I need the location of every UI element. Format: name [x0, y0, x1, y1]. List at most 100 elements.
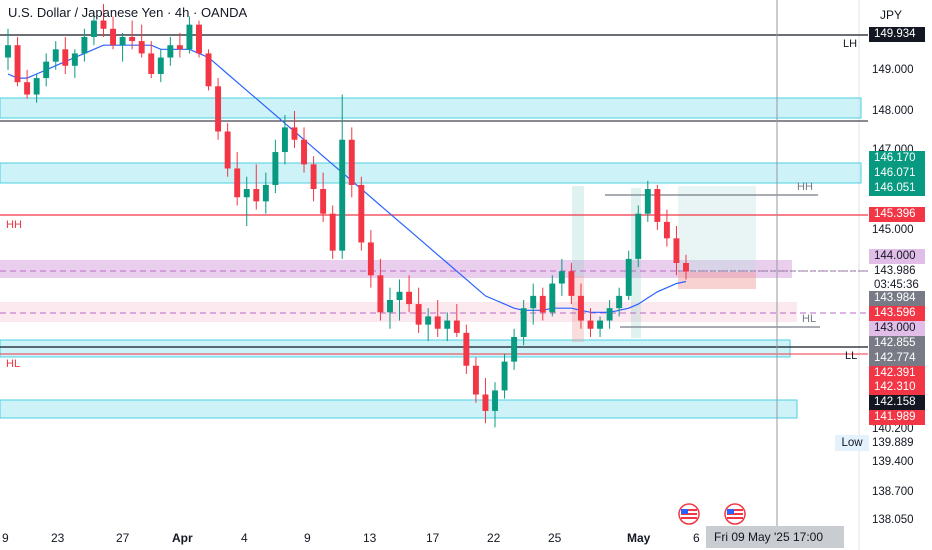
candle-body — [167, 45, 174, 58]
candle — [396, 279, 403, 321]
price-tag: 142.310 — [869, 380, 925, 395]
candle-body — [33, 78, 40, 95]
candle-body — [530, 295, 537, 309]
candle-body — [253, 189, 260, 202]
candle-body — [24, 82, 31, 95]
candle — [205, 49, 212, 91]
candle — [587, 308, 594, 337]
candle — [663, 209, 670, 247]
candle-body — [406, 291, 413, 305]
demand-zone-142-8 — [0, 339, 791, 358]
candle — [511, 328, 518, 370]
candle — [377, 258, 384, 321]
x-tick: 6 — [693, 531, 700, 545]
candle — [119, 32, 126, 62]
candle-body — [176, 45, 183, 50]
price-tag: 146.051 — [869, 181, 925, 196]
candle — [348, 127, 355, 198]
x-tick: 9 — [2, 531, 9, 545]
candle-body — [157, 57, 164, 74]
symbol-title[interactable]: U.S. Dollar / Japanese Yen · 4h · OANDA — [8, 5, 248, 20]
candle-body — [396, 291, 403, 300]
candle — [415, 287, 422, 333]
y-tick: 145.000 — [872, 224, 914, 236]
candle-body — [148, 53, 155, 74]
candle-body — [587, 320, 594, 329]
candle-body — [310, 164, 317, 190]
candle-body — [683, 263, 689, 272]
price-tag: 141.989 — [869, 410, 925, 425]
candle — [616, 287, 623, 317]
currency-label[interactable]: JPY — [879, 8, 902, 22]
candle — [167, 36, 174, 66]
candle — [234, 152, 241, 206]
candle — [253, 164, 260, 210]
candle-body — [444, 320, 451, 329]
candle — [539, 287, 546, 321]
y-tick: 140.200 — [872, 423, 914, 435]
candle — [129, 20, 136, 50]
candle-body — [549, 283, 556, 313]
x-tick: 9 — [304, 531, 311, 545]
price-tag: 146.170 — [869, 151, 925, 166]
candle — [62, 36, 69, 74]
candle-body — [415, 304, 422, 325]
candle-body — [215, 86, 222, 132]
candle-body — [205, 53, 212, 87]
candle — [673, 226, 680, 276]
candle-body — [654, 189, 661, 222]
position-box-3-target — [678, 186, 756, 272]
us-event-flag-2[interactable] — [724, 503, 746, 525]
candle — [597, 316, 604, 337]
candle-body — [663, 221, 670, 239]
candle — [90, 12, 97, 46]
candle — [492, 382, 498, 428]
price-tag: 142.391 — [869, 366, 925, 381]
candle-body — [71, 53, 78, 66]
candle-body — [52, 49, 59, 62]
candle — [138, 24, 145, 58]
demand-zone-141 — [0, 399, 798, 419]
candle — [224, 123, 231, 177]
price-tag: 143.986 — [869, 264, 925, 279]
candle — [358, 176, 365, 251]
candle — [281, 115, 288, 165]
candle — [635, 205, 642, 268]
candle — [100, 4, 107, 37]
candle-body — [558, 271, 565, 284]
position-box-1 — [572, 186, 584, 276]
us-event-flag-1[interactable] — [678, 503, 700, 525]
position-box-3-stop — [678, 272, 756, 289]
candle-body — [119, 36, 126, 46]
candle — [425, 308, 432, 342]
candle — [367, 230, 374, 288]
price-tag: 142.774 — [869, 351, 925, 366]
candle — [606, 299, 613, 329]
candle — [530, 283, 537, 325]
ll-label: LL — [845, 350, 858, 362]
candle-body — [539, 295, 546, 313]
price-tag: 145.396 — [869, 207, 925, 222]
candle — [339, 94, 346, 259]
candle — [262, 172, 269, 214]
position-box-2 — [631, 188, 641, 338]
candle — [310, 156, 317, 202]
candle — [33, 73, 40, 103]
supply-zone-148 — [0, 97, 862, 119]
candle — [71, 49, 78, 79]
candle-body — [425, 316, 432, 325]
candle-body — [482, 394, 489, 411]
candle-body — [377, 275, 384, 313]
candle-body — [234, 168, 241, 198]
x-tick: 22 — [487, 531, 501, 545]
candle-body — [597, 320, 604, 329]
candle-body — [129, 36, 136, 42]
candle — [81, 28, 88, 62]
candle — [5, 28, 11, 70]
x-tick: 4 — [241, 531, 248, 545]
candle-body — [673, 238, 680, 263]
candle — [186, 16, 193, 54]
hl-label-right: HL — [802, 313, 817, 325]
candle-body — [138, 41, 145, 54]
